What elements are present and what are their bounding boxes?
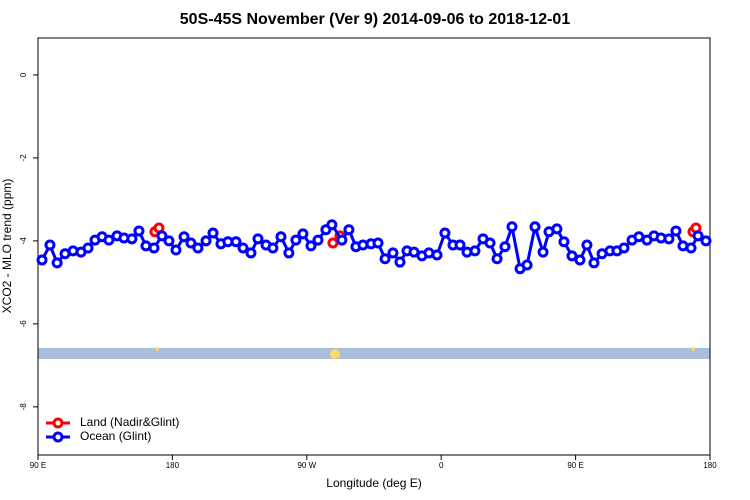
point [170,244,182,256]
y-tick-label: -4 [19,237,28,245]
coverage-dot [155,347,159,351]
point [207,227,219,239]
point [439,227,451,239]
point [581,239,593,251]
legend-label: Land (Nadir&Glint) [80,415,179,429]
point [200,235,212,247]
point [499,241,511,253]
point [305,240,317,252]
x-tick-label: 180 [703,461,717,470]
point [343,224,355,236]
point [148,242,160,254]
point [372,237,384,249]
legend-label: Ocean (Glint) [80,429,151,443]
x-tick-label: 90 E [567,461,583,470]
point [103,234,115,246]
point [566,250,578,262]
point [491,253,503,265]
point [484,237,496,249]
point [36,254,48,266]
point [163,235,175,247]
x-axis-label: Longitude (deg E) [326,476,421,490]
point [126,233,138,245]
point [185,237,197,249]
point [283,247,295,259]
point [521,259,533,271]
point [618,242,630,254]
point [379,253,391,265]
x-tick-label: 90 W [297,461,316,470]
x-tick-label: 90 E [30,461,46,470]
point [192,242,204,254]
point [537,246,549,258]
point [245,247,257,259]
point [588,257,600,269]
point [82,242,94,254]
point [252,233,264,245]
point [237,242,249,254]
point [394,256,406,268]
point [327,237,339,249]
point [326,219,338,231]
y-tick-label: -6 [19,320,28,328]
plot-frame [37,37,711,456]
point [44,239,56,251]
point [700,235,712,247]
point [230,236,242,248]
point [297,228,309,240]
y-tick-label: 0 [19,72,28,77]
y-tick-label: -2 [19,154,28,162]
y-tick-label: -8 [19,403,28,411]
point [336,234,348,246]
point [133,225,145,237]
point [431,249,443,261]
coverage-band [38,348,710,359]
point [551,223,563,235]
point [506,221,518,233]
chart-title: 50S-45S November (Ver 9) 2014-09-06 to 2… [180,11,571,28]
point [670,225,682,237]
point [275,231,287,243]
point [574,254,586,266]
coverage-dot [691,347,695,351]
y-axis-label: XCO2 - MLO trend (ppm) [0,179,14,314]
point [685,242,697,254]
point [454,239,466,251]
point [290,234,302,246]
x-tick-label: 0 [439,461,444,470]
x-tick-label: 180 [166,461,180,470]
point [178,231,190,243]
point [312,234,324,246]
point [529,221,541,233]
point [387,247,399,259]
legend-symbol [52,431,64,443]
point [51,257,63,269]
point [663,233,675,245]
point [558,236,570,248]
point [267,242,279,254]
coverage-dot [330,349,340,359]
point [156,230,168,242]
point [692,230,704,242]
point [469,245,481,257]
legend-symbol [52,417,64,429]
